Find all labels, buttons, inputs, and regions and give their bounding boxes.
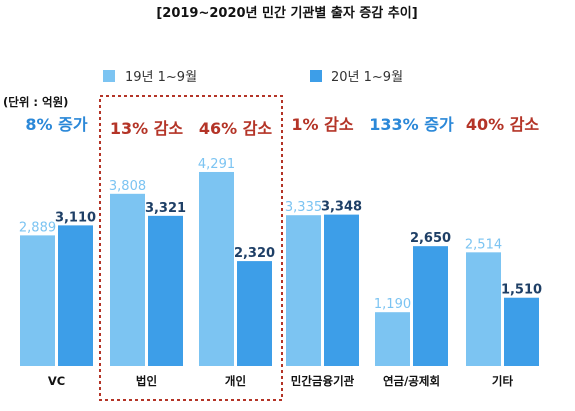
value-label-2019-3: 3,335 — [285, 200, 322, 215]
category-label-2: 개인 — [225, 374, 246, 388]
bar-2020-2 — [237, 261, 272, 366]
value-label-2020-4: 2,650 — [410, 231, 451, 246]
bar-2020-1 — [148, 215, 183, 366]
category-label-4: 연금/공제회 — [383, 374, 440, 388]
category-label-0: VC — [48, 374, 65, 388]
value-label-2019-5: 2,514 — [465, 237, 502, 252]
bar-2020-5 — [504, 297, 539, 366]
legend-label-2020: 20년 1~9월 — [331, 70, 403, 85]
change-annotation-3: 1% 감소 — [291, 115, 353, 134]
unit-label: (단위 : 억원) — [3, 95, 68, 109]
change-annotation-1: 13% 감소 — [110, 119, 184, 138]
chart-title: [2019~2020년 민간 기관별 출자 증감 추이] — [156, 5, 417, 21]
legend-swatch-2020 — [310, 70, 322, 82]
bar-2019-2 — [199, 171, 234, 366]
bar-2020-4 — [413, 246, 448, 366]
legend: 19년 1~9월 20년 1~9월 — [103, 70, 403, 85]
value-label-2020-1: 3,321 — [145, 201, 186, 216]
value-label-2019-4: 1,190 — [374, 297, 411, 312]
bar-2019-3 — [286, 215, 321, 366]
value-label-2019-2: 4,291 — [198, 157, 235, 172]
change-annotation-0: 8% 증가 — [25, 115, 87, 134]
annotations-group: 8% 증가 13% 감소 46% 감소 1% 감소 133% 증가 40% 감소 — [25, 115, 539, 138]
value-label-2020-3: 3,348 — [321, 200, 362, 215]
category-label-3: 민간금융기관 — [291, 374, 355, 388]
category-label-5: 기타 — [492, 374, 514, 388]
change-annotation-2: 46% 감소 — [199, 119, 273, 138]
legend-label-2019: 19년 1~9월 — [125, 70, 197, 85]
bars-group — [20, 171, 539, 366]
value-label-2019-0: 2,889 — [19, 220, 56, 235]
bar-2019-0 — [20, 235, 55, 366]
value-label-2020-2: 2,320 — [234, 246, 275, 261]
bar-2019-5 — [466, 252, 501, 366]
value-label-2020-0: 3,110 — [55, 210, 96, 225]
value-label-2020-5: 1,510 — [501, 283, 542, 298]
category-labels-group: VC 법인 개인 민간금융기관 연금/공제회 기타 — [48, 374, 514, 388]
category-label-1: 법인 — [136, 374, 157, 388]
legend-swatch-2019 — [103, 70, 115, 82]
bar-2020-0 — [58, 225, 93, 366]
bar-2019-1 — [110, 193, 145, 366]
value-label-2019-1: 3,808 — [109, 179, 146, 194]
change-annotation-4: 133% 증가 — [369, 115, 454, 134]
highlight-box — [99, 95, 283, 401]
bar-2019-4 — [375, 312, 410, 366]
change-annotation-5: 40% 감소 — [466, 115, 540, 134]
bar-2020-3 — [324, 214, 359, 366]
